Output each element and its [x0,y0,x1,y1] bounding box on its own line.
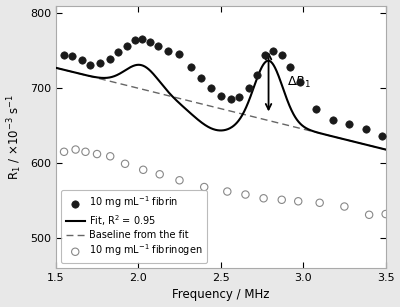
10 mg mL$^{-1}$ fibrin [262,52,268,57]
10 mg mL$^{-1}$ fibrin [147,40,153,45]
Baseline from the fit [304,128,308,132]
10 mg mL$^{-1}$ fibrinogen [94,152,100,157]
Baseline from the fit [338,136,342,140]
10 mg mL$^{-1}$ fibrinogen [72,147,79,152]
10 mg mL$^{-1}$ fibrin [236,95,242,99]
Baseline from the fit [264,118,268,122]
10 mg mL$^{-1}$ fibrin [79,58,85,63]
10 mg mL$^{-1}$ fibrinogen [140,167,146,172]
Fit, R$^2$ = 0.95 [266,59,271,63]
10 mg mL$^{-1}$ fibrinogen [122,161,128,166]
10 mg mL$^{-1}$ fibrin [218,93,224,98]
10 mg mL$^{-1}$ fibrin [115,50,122,55]
10 mg mL$^{-1}$ fibrinogen [61,149,67,154]
Line: Baseline from the fit: Baseline from the fit [56,68,386,150]
10 mg mL$^{-1}$ fibrinogen [341,204,348,209]
10 mg mL$^{-1}$ fibrin [246,86,252,91]
10 mg mL$^{-1}$ fibrin [124,44,130,49]
Y-axis label: R$_1$ / ×10$^{-3}$ s$^{-1}$: R$_1$ / ×10$^{-3}$ s$^{-1}$ [6,94,24,180]
10 mg mL$^{-1}$ fibrinogen [82,149,89,154]
Baseline from the fit [383,148,388,151]
10 mg mL$^{-1}$ fibrin [287,64,293,69]
Baseline from the fit [254,115,258,119]
10 mg mL$^{-1}$ fibrinogen [278,197,285,202]
Fit, R$^2$ = 0.95 [338,136,343,140]
10 mg mL$^{-1}$ fibrinogen [224,189,230,194]
10 mg mL$^{-1}$ fibrin [155,44,161,49]
10 mg mL$^{-1}$ fibrin [198,75,204,80]
10 mg mL$^{-1}$ fibrinogen [156,172,163,177]
10 mg mL$^{-1}$ fibrinogen [260,196,267,201]
10 mg mL$^{-1}$ fibrinogen [242,192,249,197]
10 mg mL$^{-1}$ fibrin [228,96,234,101]
10 mg mL$^{-1}$ fibrin [176,52,183,57]
10 mg mL$^{-1}$ fibrin [107,56,114,61]
10 mg mL$^{-1}$ fibrin [138,37,145,42]
10 mg mL$^{-1}$ fibrinogen [176,178,183,183]
10 mg mL$^{-1}$ fibrin [97,61,104,66]
10 mg mL$^{-1}$ fibrin [297,80,303,84]
10 mg mL$^{-1}$ fibrinogen [107,154,114,159]
10 mg mL$^{-1}$ fibrin [132,37,138,42]
Fit, R$^2$ = 0.95 [264,60,268,64]
10 mg mL$^{-1}$ fibrinogen [295,199,302,204]
Legend: 10 mg mL$^{-1}$ fibrin, Fit, R$^2$ = 0.95, Baseline from the fit, 10 mg mL$^{-1}: 10 mg mL$^{-1}$ fibrin, Fit, R$^2$ = 0.9… [61,190,207,263]
10 mg mL$^{-1}$ fibrin [313,107,320,111]
Baseline from the fit [74,71,78,75]
X-axis label: Frequency / MHz: Frequency / MHz [172,289,270,301]
10 mg mL$^{-1}$ fibrin [346,122,352,126]
10 mg mL$^{-1}$ fibrin [254,72,260,77]
10 mg mL$^{-1}$ fibrin [278,52,285,57]
10 mg mL$^{-1}$ fibrin [165,48,171,53]
10 mg mL$^{-1}$ fibrin [188,64,194,69]
10 mg mL$^{-1}$ fibrin [87,62,94,67]
Fit, R$^2$ = 0.95 [304,126,309,130]
Fit, R$^2$ = 0.95 [245,103,250,106]
Fit, R$^2$ = 0.95 [254,79,258,83]
10 mg mL$^{-1}$ fibrin [379,134,386,138]
Baseline from the fit [53,66,58,70]
10 mg mL$^{-1}$ fibrin [330,117,336,122]
10 mg mL$^{-1}$ fibrinogen [366,212,372,217]
10 mg mL$^{-1}$ fibrinogen [316,200,323,205]
10 mg mL$^{-1}$ fibrin [61,52,67,57]
10 mg mL$^{-1}$ fibrin [69,53,76,58]
Fit, R$^2$ = 0.95 [53,66,58,70]
Fit, R$^2$ = 0.95 [74,71,78,75]
Fit, R$^2$ = 0.95 [383,148,388,151]
Text: $\Delta R_1$: $\Delta R_1$ [287,75,311,90]
10 mg mL$^{-1}$ fibrin [270,48,277,53]
10 mg mL$^{-1}$ fibrinogen [201,185,208,189]
Baseline from the fit [245,113,250,117]
10 mg mL$^{-1}$ fibrin [363,127,369,132]
10 mg mL$^{-1}$ fibrin [208,86,214,91]
10 mg mL$^{-1}$ fibrinogen [382,212,389,216]
Line: Fit, R$^2$ = 0.95: Fit, R$^2$ = 0.95 [56,61,386,150]
